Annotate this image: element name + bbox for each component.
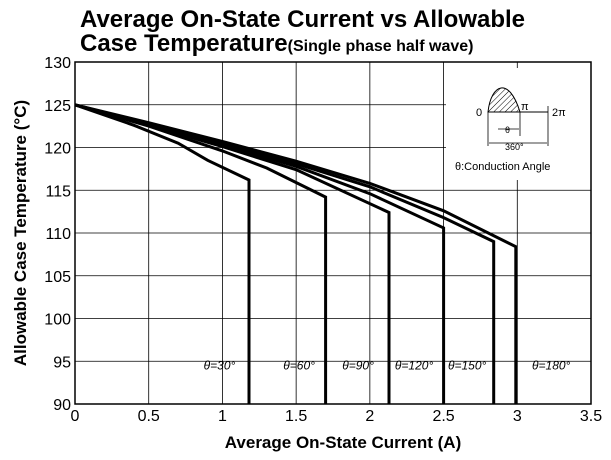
- series-label: θ=120°: [395, 359, 434, 373]
- conduction-angle-inset: 0 π 2π θ 360° θ:Conduction Angle: [446, 68, 596, 180]
- x-tick-label: 1: [218, 408, 227, 425]
- inset-2pi-label: 2π: [552, 107, 566, 119]
- x-axis-label: Average On-State Current (A): [225, 433, 461, 452]
- inset-theta-label: θ: [505, 125, 510, 135]
- chart-title-line2: Case Temperature(Single phase half wave): [80, 30, 473, 58]
- inset-background: [446, 68, 596, 180]
- tick-labels: 0 0.5 1 1.5 2 2.5 3 3.5 90 95 100 105 110 115 120 125 13…: [44, 55, 602, 425]
- y-tick-label: 100: [44, 312, 71, 329]
- series-label: θ=180°: [532, 359, 571, 373]
- x-tick-label: 2.5: [432, 408, 454, 425]
- chart-title-main: Case Temperature: [80, 30, 288, 57]
- y-tick-label: 90: [53, 397, 71, 414]
- inset-zero-label: 0: [476, 107, 482, 119]
- series-label: θ=30°: [204, 359, 236, 373]
- x-tick-label: 3.5: [580, 408, 602, 425]
- chart-subtitle: (Single phase half wave): [287, 38, 474, 55]
- y-tick-label: 110: [45, 226, 71, 243]
- y-tick-label: 120: [44, 141, 71, 158]
- y-tick-label: 105: [44, 269, 71, 286]
- series-labels: θ=30° θ=60° θ=90° θ=120° θ=150° θ=180°: [204, 359, 571, 373]
- inset-caption: θ:Conduction Angle: [455, 161, 550, 173]
- inset-360-label: 360°: [505, 142, 524, 152]
- x-tick-label: 0: [71, 408, 80, 425]
- series-lines: [74, 103, 518, 404]
- x-tick-label: 2: [365, 408, 374, 425]
- series-label: θ=60°: [283, 359, 315, 373]
- inset-halfwave: [487, 87, 521, 113]
- series-line: [74, 103, 518, 404]
- inset-pi-label: π: [521, 101, 529, 113]
- series-line: [74, 103, 251, 404]
- x-tick-label: 1.5: [285, 408, 307, 425]
- series-label: θ=90°: [342, 359, 374, 373]
- chart-title-line1: Average On-State Current vs Allowable: [80, 6, 526, 33]
- y-tick-label: 125: [44, 98, 71, 115]
- x-tick-label: 0.5: [138, 408, 160, 425]
- series-label: θ=150°: [448, 359, 487, 373]
- y-axis-label: Allowable Case Temperature (°C): [11, 100, 30, 366]
- x-tick-label: 3: [513, 408, 522, 425]
- plot-frame: [74, 61, 592, 405]
- y-tick-label: 115: [45, 183, 71, 200]
- y-tick-label: 130: [44, 55, 71, 72]
- y-tick-label: 95: [53, 354, 71, 371]
